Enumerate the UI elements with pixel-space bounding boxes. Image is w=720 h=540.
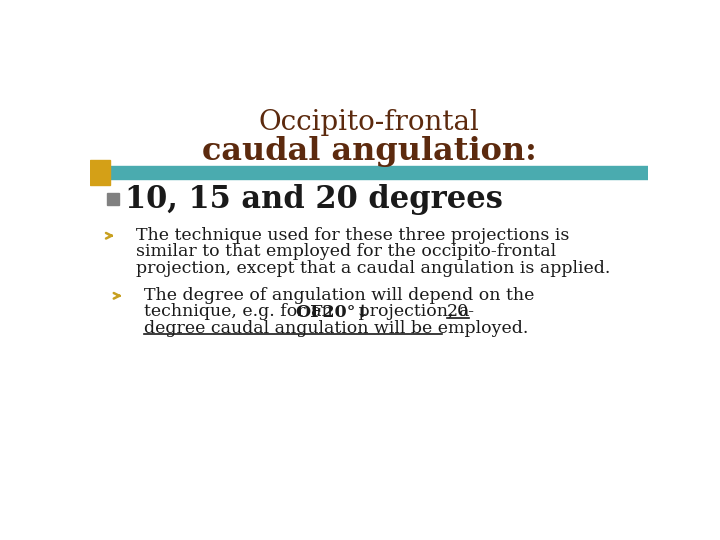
Bar xyxy=(90,160,110,185)
Text: similar to that employed for the occipito-frontal: similar to that employed for the occipit… xyxy=(137,244,557,260)
Text: 10, 15 and 20 degrees: 10, 15 and 20 degrees xyxy=(125,184,503,215)
Bar xyxy=(90,166,648,179)
Text: caudal angulation:: caudal angulation: xyxy=(202,136,536,166)
Text: Occipito-frontal: Occipito-frontal xyxy=(258,109,480,136)
Text: 20-: 20- xyxy=(447,303,475,320)
Text: The technique used for these three projections is: The technique used for these three proje… xyxy=(137,227,570,244)
Text: OF20°↓: OF20°↓ xyxy=(294,303,369,320)
Bar xyxy=(107,193,119,205)
Text: degree caudal angulation will be employed.: degree caudal angulation will be employe… xyxy=(144,320,528,336)
Text: The degree of angulation will depend on the: The degree of angulation will depend on … xyxy=(144,287,535,305)
Text: technique, e.g. for an: technique, e.g. for an xyxy=(144,303,338,320)
Text: projection, a: projection, a xyxy=(353,303,474,320)
Text: projection, except that a caudal angulation is applied.: projection, except that a caudal angulat… xyxy=(137,260,611,276)
